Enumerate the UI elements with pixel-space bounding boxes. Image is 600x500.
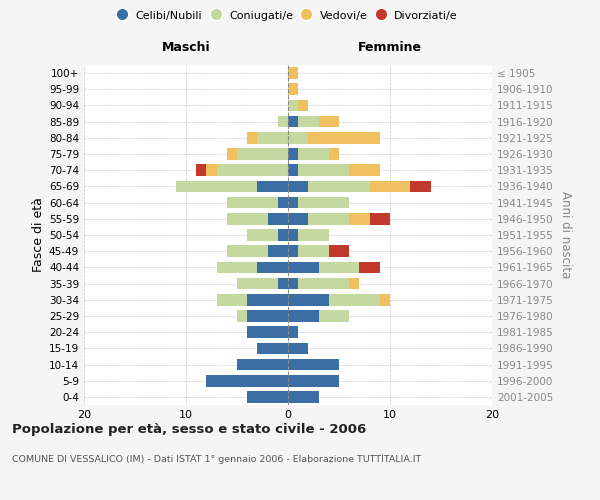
Bar — [298, 164, 349, 176]
Bar — [288, 100, 298, 112]
Bar — [257, 180, 288, 192]
Bar — [370, 213, 390, 224]
Bar — [247, 229, 278, 241]
Bar — [298, 148, 329, 160]
Bar — [319, 310, 349, 322]
Bar — [288, 213, 308, 224]
Bar — [410, 180, 431, 192]
Bar — [288, 262, 319, 273]
Bar — [278, 229, 288, 241]
Bar — [308, 132, 380, 143]
Bar — [319, 262, 359, 273]
Bar — [298, 116, 319, 128]
Bar — [176, 180, 257, 192]
Text: COMUNE DI VESSALICO (IM) - Dati ISTAT 1° gennaio 2006 - Elaborazione TUTTITALIA.: COMUNE DI VESSALICO (IM) - Dati ISTAT 1°… — [12, 455, 421, 464]
Bar — [349, 278, 359, 289]
Text: Popolazione per età, sesso e stato civile - 2006: Popolazione per età, sesso e stato civil… — [12, 422, 366, 436]
Bar — [288, 148, 298, 160]
Bar — [329, 148, 339, 160]
Bar — [288, 391, 319, 402]
Bar — [278, 116, 288, 128]
Bar — [206, 164, 217, 176]
Bar — [217, 294, 247, 306]
Bar — [288, 342, 308, 354]
Bar — [257, 262, 288, 273]
Bar — [288, 197, 298, 208]
Y-axis label: Anni di nascita: Anni di nascita — [559, 192, 572, 278]
Bar — [288, 246, 298, 257]
Bar — [308, 213, 349, 224]
Bar — [288, 116, 298, 128]
Bar — [329, 294, 380, 306]
Bar — [237, 310, 247, 322]
Bar — [288, 68, 298, 79]
Bar — [268, 246, 288, 257]
Bar — [288, 180, 308, 192]
Bar — [288, 294, 329, 306]
Bar — [288, 229, 298, 241]
Bar — [359, 262, 380, 273]
Bar — [278, 197, 288, 208]
Bar — [349, 213, 370, 224]
Bar — [257, 132, 288, 143]
Bar — [288, 375, 339, 386]
Bar — [247, 294, 288, 306]
Bar — [278, 278, 288, 289]
Bar — [288, 164, 298, 176]
Bar — [268, 213, 288, 224]
Bar — [196, 164, 206, 176]
Bar — [380, 294, 390, 306]
Text: Femmine: Femmine — [358, 40, 422, 54]
Bar — [370, 180, 410, 192]
Bar — [329, 246, 349, 257]
Bar — [288, 358, 339, 370]
Bar — [237, 148, 288, 160]
Bar — [319, 116, 339, 128]
Bar — [247, 326, 288, 338]
Bar — [257, 342, 288, 354]
Legend: Celibi/Nubili, Coniugati/e, Vedovi/e, Divorziati/e: Celibi/Nubili, Coniugati/e, Vedovi/e, Di… — [113, 6, 463, 25]
Bar — [247, 132, 257, 143]
Bar — [349, 164, 380, 176]
Bar — [217, 262, 257, 273]
Text: Maschi: Maschi — [161, 40, 211, 54]
Bar — [298, 100, 308, 112]
Bar — [227, 213, 268, 224]
Bar — [206, 375, 288, 386]
Bar — [247, 391, 288, 402]
Bar — [308, 180, 370, 192]
Bar — [288, 132, 308, 143]
Bar — [217, 164, 288, 176]
Bar — [298, 197, 349, 208]
Bar — [298, 278, 349, 289]
Bar — [298, 246, 329, 257]
Bar — [288, 84, 298, 95]
Bar — [298, 229, 329, 241]
Bar — [288, 326, 298, 338]
Bar — [288, 278, 298, 289]
Bar — [288, 310, 319, 322]
Y-axis label: Fasce di età: Fasce di età — [32, 198, 45, 272]
Bar — [227, 246, 268, 257]
Bar — [227, 197, 278, 208]
Bar — [227, 148, 237, 160]
Bar — [237, 358, 288, 370]
Bar — [237, 278, 278, 289]
Bar — [247, 310, 288, 322]
